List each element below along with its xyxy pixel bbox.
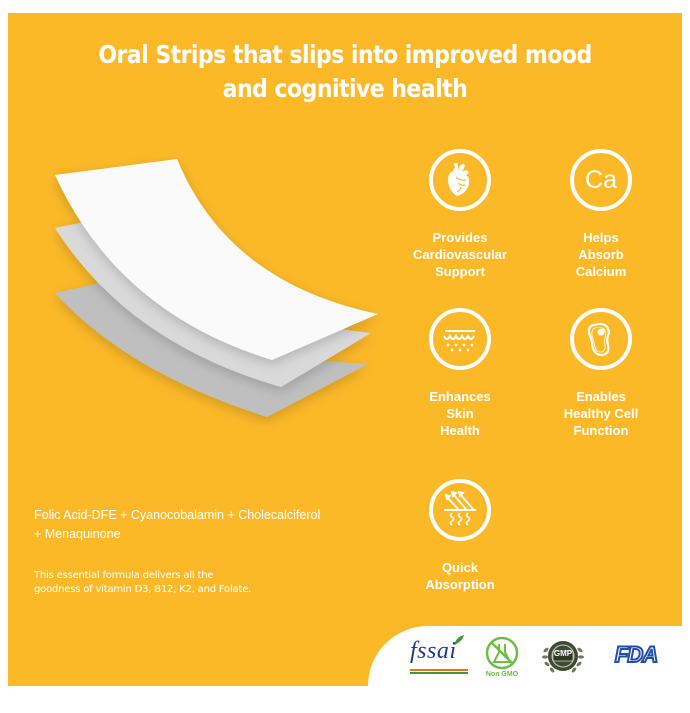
headline-line-1: Oral Strips that slips into improved moo… [98,40,592,69]
headline-line-2: and cognitive health [222,74,468,103]
product-panel: Oral Strips that slips into improved moo… [8,13,682,686]
feature-label: Enables Healthy Cell Function [563,389,639,438]
feature-label: Helps Absorb Calcium [575,230,627,279]
heart-icon [429,149,491,211]
certification-badges: fssai Non GMO GMP FDA [368,626,682,686]
fda-logo: FDA [614,641,659,668]
feature-label: Provides Cardiovascular Support [413,230,507,279]
calcium-icon: Ca [570,149,632,211]
headline: Oral Strips that slips into improved moo… [48,38,641,106]
formula-description: This essential formula delivers all the … [34,570,252,595]
ingredients-list: Folic Acid-DFE + Cyanocobalamin + Cholec… [34,508,321,541]
skin-icon [429,308,491,370]
gmp-logo: GMP [538,626,588,686]
feature-label: Enhances Skin Health [429,389,491,438]
feature-label: Quick Absorption [425,560,495,592]
cell-icon [570,308,632,370]
absorption-icon [429,479,491,541]
non-gmo-logo: Non GMO [480,626,524,686]
fssai-logo: fssai [408,626,478,686]
oral-strips-illustration [55,159,378,417]
strip-top [55,159,378,360]
